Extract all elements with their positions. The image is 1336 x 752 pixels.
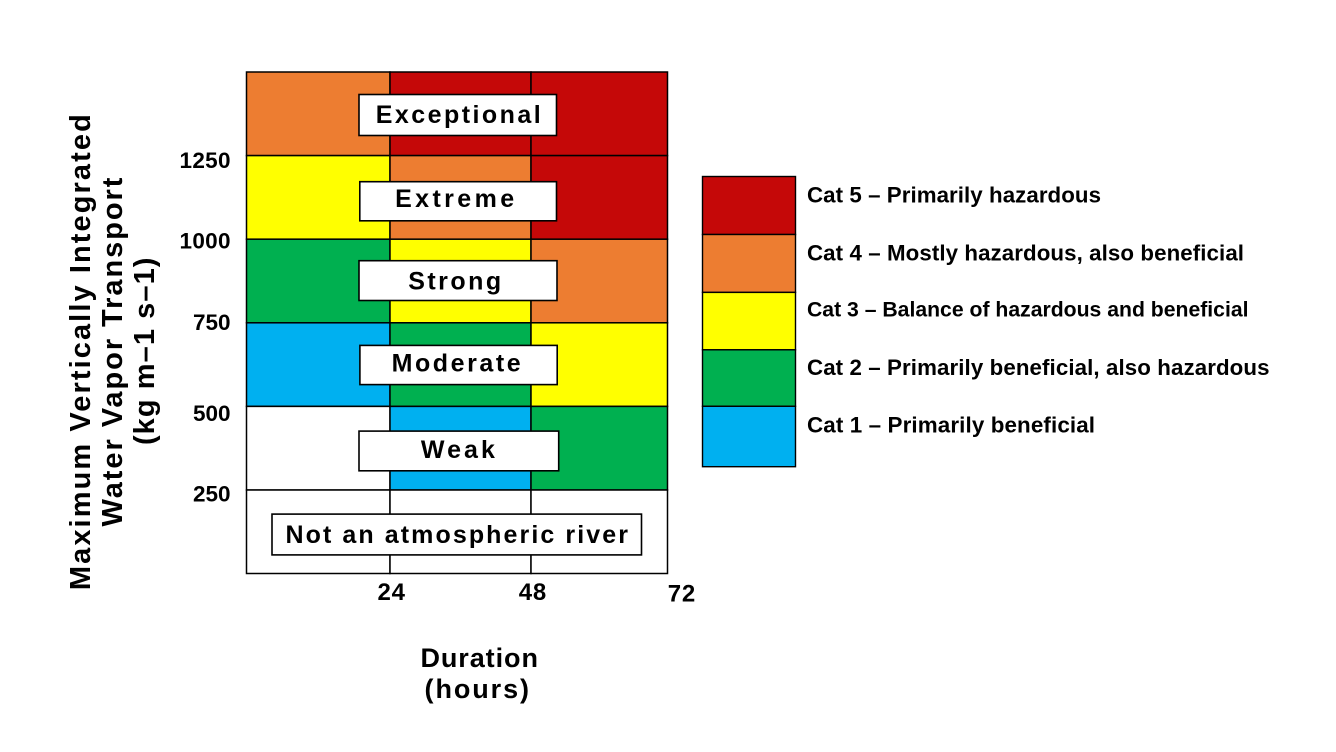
svg-text:(hours): (hours) — [425, 674, 530, 704]
svg-text:72: 72 — [668, 581, 696, 608]
svg-text:Exceptional: Exceptional — [376, 101, 541, 129]
svg-text:250: 250 — [193, 481, 231, 506]
svg-text:(kg m–1 s–1): (kg m–1 s–1) — [129, 258, 161, 446]
svg-text:Cat 3 – Balance of hazardous a: Cat 3 – Balance of hazardous and benefic… — [807, 298, 1249, 321]
svg-text:Weak: Weak — [421, 436, 495, 464]
svg-text:1000: 1000 — [180, 229, 231, 254]
svg-text:Moderate: Moderate — [392, 350, 521, 378]
svg-text:1250: 1250 — [180, 148, 231, 173]
svg-text:Maximum Vertically Integrated: Maximum Vertically Integrated — [65, 114, 97, 590]
svg-text:Cat 1 – Primarily beneficial: Cat 1 – Primarily beneficial — [807, 413, 1095, 438]
svg-text:Not an atmospheric river: Not an atmospheric river — [285, 521, 628, 549]
svg-text:48: 48 — [519, 579, 547, 606]
svg-text:Cat 4 – Mostly hazardous, also: Cat 4 – Mostly hazardous, also beneficia… — [807, 240, 1244, 265]
svg-text:500: 500 — [193, 401, 231, 426]
svg-text:Strong: Strong — [408, 268, 501, 296]
svg-text:24: 24 — [378, 579, 406, 606]
svg-text:Duration: Duration — [420, 643, 538, 673]
svg-text:Cat 2 – Primarily beneficial,: Cat 2 – Primarily beneficial, also hazar… — [807, 355, 1270, 380]
svg-text:Cat 5 – Primarily hazardous: Cat 5 – Primarily hazardous — [807, 182, 1101, 207]
svg-text:750: 750 — [193, 310, 231, 335]
